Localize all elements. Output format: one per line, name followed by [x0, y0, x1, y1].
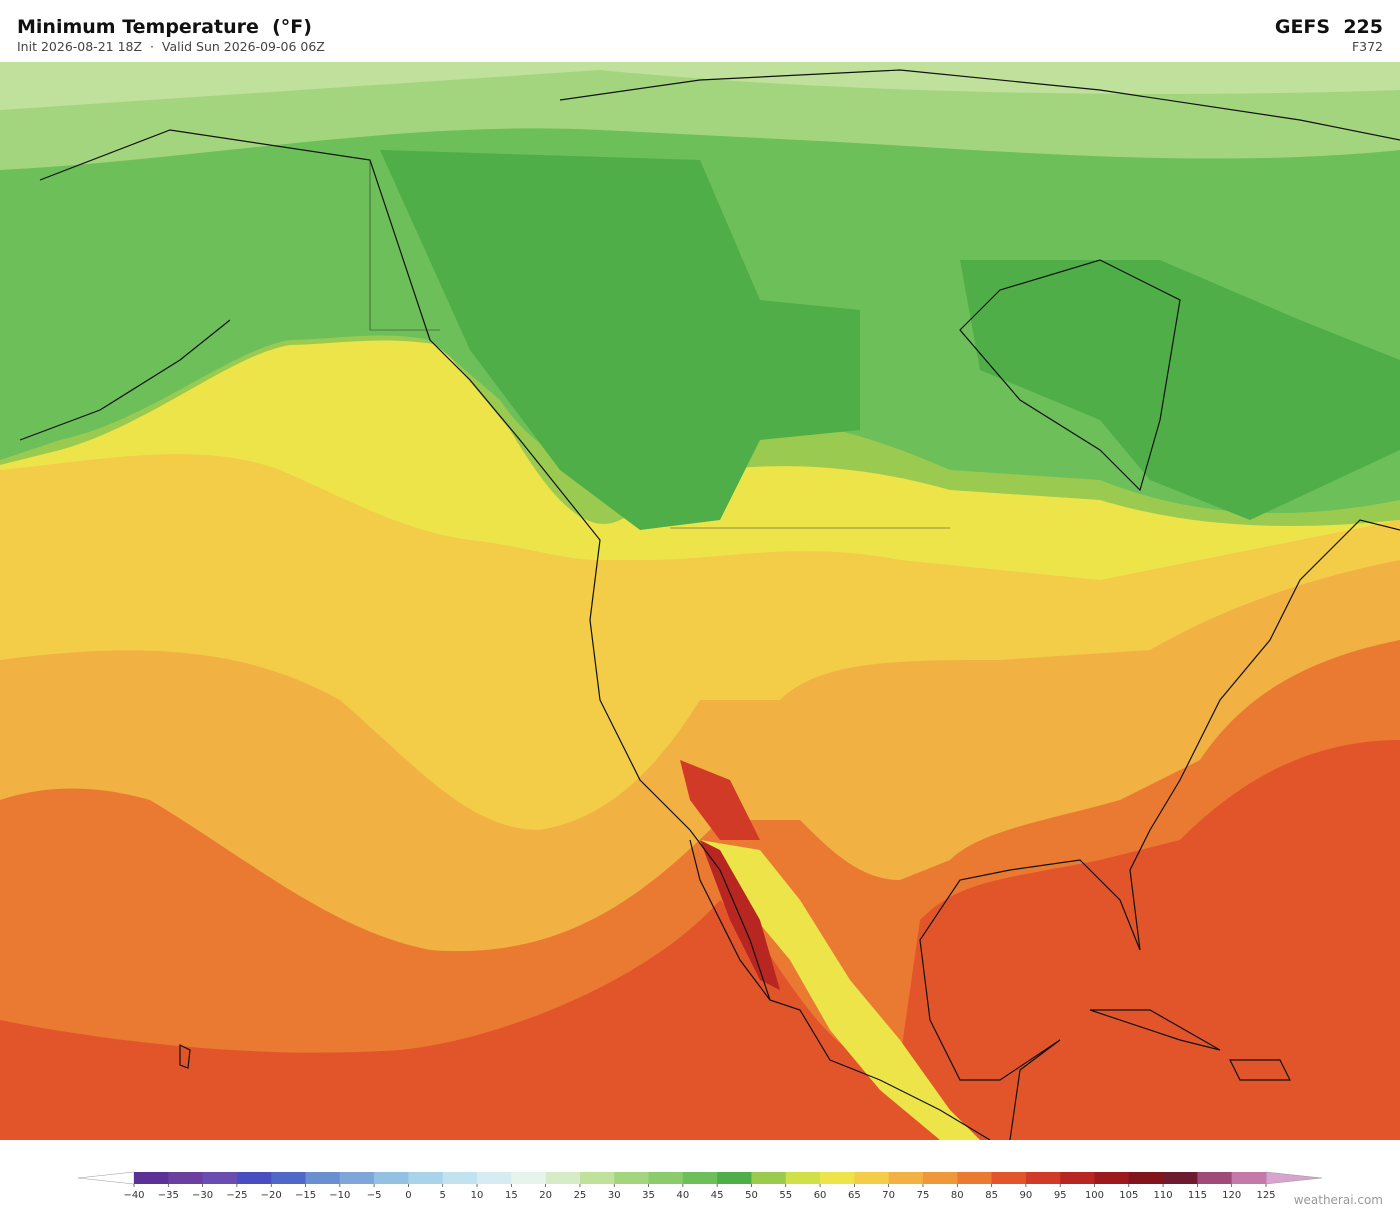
colorbar-tick-label: 10: [471, 1190, 484, 1201]
colorbar-segment: [1094, 1172, 1130, 1184]
colorbar-tick-label: −15: [295, 1190, 316, 1201]
colorbar-segment: [374, 1172, 409, 1184]
model-label: GEFS 225: [1274, 16, 1383, 38]
colorbar-segment: [1128, 1172, 1164, 1184]
colorbar-under: [77, 1171, 135, 1185]
colorbar-tick-label: 90: [1020, 1190, 1033, 1201]
colorbar-tick-label: −35: [158, 1190, 179, 1201]
colorbar-tick-label: 95: [1054, 1190, 1067, 1201]
colorbar-segment: [1231, 1172, 1267, 1184]
colorbar-tick-label: 65: [848, 1190, 861, 1201]
colorbar-tick-label: 115: [1188, 1190, 1207, 1201]
colorbar-tick-label: −25: [226, 1190, 247, 1201]
colorbar-tick-label: −20: [261, 1190, 282, 1201]
colorbar-tick-label: 35: [642, 1190, 655, 1201]
colorbar-segment: [854, 1172, 890, 1184]
colorbar-tick-label: 50: [745, 1190, 758, 1201]
colorbar-segment: [134, 1172, 169, 1184]
colorbar-segment: [751, 1172, 787, 1184]
colorbar-tick-label: −5: [367, 1190, 382, 1201]
colorbar-tick-label: 85: [985, 1190, 998, 1201]
colorbar-tick-label: 120: [1222, 1190, 1241, 1201]
colorbar-segment: [1060, 1172, 1095, 1184]
colorbar-tick-label: 20: [539, 1190, 552, 1201]
colorbar-segment: [236, 1172, 272, 1184]
colorbar-over: [1265, 1171, 1323, 1185]
colorbar-segment: [682, 1172, 718, 1184]
colorbar-tick-label: 80: [951, 1190, 964, 1201]
colorbar-segment: [271, 1172, 307, 1184]
colorbar-segment: [579, 1172, 615, 1184]
title: Minimum Temperature (°F): [17, 16, 312, 38]
colorbar-tick-label: −30: [192, 1190, 213, 1201]
colorbar-tick-label: 40: [676, 1190, 689, 1201]
colorbar-segment: [442, 1172, 478, 1184]
colorbar-segment: [511, 1172, 547, 1184]
colorbar-segment: [717, 1172, 752, 1184]
colorbar-segment: [408, 1172, 444, 1184]
colorbar-tick-label: 55: [779, 1190, 792, 1201]
colorbar-segment: [957, 1172, 993, 1184]
colorbar-segment: [648, 1172, 684, 1184]
colorbar-tick-label: 105: [1119, 1190, 1138, 1201]
colorbar-tick-label: 0: [405, 1190, 411, 1201]
colorbar-tick-label: 110: [1154, 1190, 1173, 1201]
colorbar-tick-label: 30: [608, 1190, 621, 1201]
colorbar-tick-label: −40: [123, 1190, 144, 1201]
colorbar-segment: [477, 1172, 512, 1184]
colorbar-tick-label: 125: [1256, 1190, 1275, 1201]
colorbar-segment: [1197, 1172, 1233, 1184]
colorbar-segment: [1025, 1172, 1061, 1184]
colorbar-tick-label: 45: [711, 1190, 724, 1201]
colorbar-segment: [991, 1172, 1027, 1184]
colorbar-segment: [820, 1172, 855, 1184]
colorbar-tick-label: 70: [882, 1190, 895, 1201]
colorbar-segment: [785, 1172, 821, 1184]
credit: weatherai.com: [1293, 1193, 1383, 1207]
colorbar-tick-label: 75: [917, 1190, 930, 1201]
colorbar-tick-label: 25: [574, 1190, 587, 1201]
map: [0, 62, 1400, 1140]
colorbar-segment: [614, 1172, 650, 1184]
forecast-hour: F372: [1351, 39, 1383, 54]
colorbar-segment: [888, 1172, 924, 1184]
colorbar-segment: [305, 1172, 341, 1184]
colorbar-segment: [922, 1172, 958, 1184]
colorbar-tick-label: 60: [814, 1190, 827, 1201]
colorbar-segment: [168, 1172, 204, 1184]
colorbar-segment: [545, 1172, 581, 1184]
colorbar: −40 −35 −30 −25 −20 −15 −10 −5 0 5 10 15 20 25 30 35 40 4…: [77, 1171, 1323, 1201]
subtitle: Init 2026-08-21 18Z · Valid Sun 2026-09-…: [17, 39, 325, 54]
colorbar-segment: [202, 1172, 238, 1184]
colorbar-tick-label: 15: [505, 1190, 518, 1201]
colorbar-tick-label: 100: [1085, 1190, 1104, 1201]
colorbar-segment: [1163, 1172, 1198, 1184]
colorbar-tick-label: 5: [440, 1190, 446, 1201]
colorbar-tick-label: −10: [329, 1190, 350, 1201]
colorbar-segment: [339, 1172, 375, 1184]
